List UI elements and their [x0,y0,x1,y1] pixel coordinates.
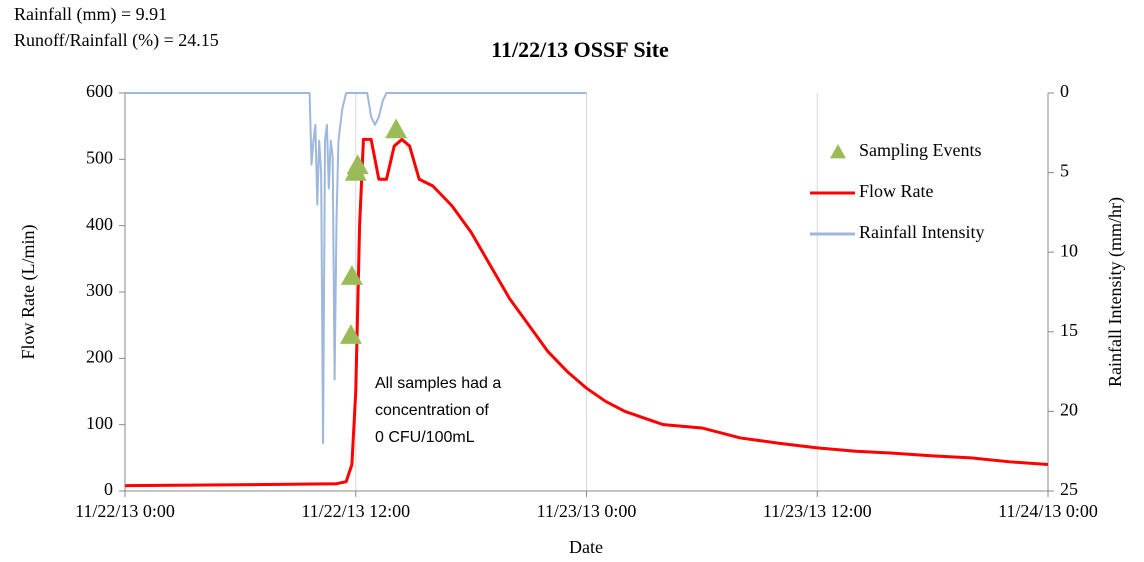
x-tick-label: 11/22/13 12:00 [301,501,410,521]
note: All samples had a [375,375,501,392]
y-tick-label: 200 [86,346,113,366]
x-tick-label: 11/23/13 12:00 [763,501,872,521]
marker [340,265,363,285]
y2-tick-label: 20 [1060,400,1078,420]
y2-axis-label: Rainfall Intensity (mm/hr) [1105,197,1126,387]
legend-marker [830,144,846,159]
line [124,137,1049,488]
x-axis-label: Date [569,537,603,557]
legend-label: Flow Rate [859,181,934,201]
legend-label: Rainfall Intensity [859,222,984,242]
marker [385,118,408,139]
y-tick-label: 400 [86,214,113,234]
y-tick-label: 0 [104,479,113,499]
x-tick-label: 11/24/13 0:00 [998,501,1098,521]
annotation: Rainfall (mm) = 9.91 [14,4,167,25]
y-tick-label: 300 [86,280,113,300]
marker [339,324,362,344]
y2-tick-label: 10 [1060,240,1078,260]
y-tick-label: 500 [86,147,113,167]
y-tick-label: 100 [86,413,113,433]
y2-tick-label: 0 [1060,81,1069,101]
chart-title: 11/22/13 OSSF Site [491,37,669,62]
note: 0 CFU/100mL [375,429,475,446]
legend-label: Sampling Events [859,140,982,160]
x-tick-label: 11/22/13 0:00 [75,501,175,521]
y-axis-label: Flow Rate (L/min) [18,225,39,360]
y2-tick-label: 15 [1060,320,1078,340]
note: concentration of [375,402,489,419]
y2-tick-label: 25 [1060,479,1078,499]
x-tick-label: 11/23/13 0:00 [537,501,637,521]
line [125,92,587,445]
y2-tick-label: 5 [1060,161,1069,181]
marker [346,154,369,175]
annotation: Runoff/Rainfall (%) = 24.15 [14,30,219,51]
y-tick-label: 600 [86,81,113,101]
